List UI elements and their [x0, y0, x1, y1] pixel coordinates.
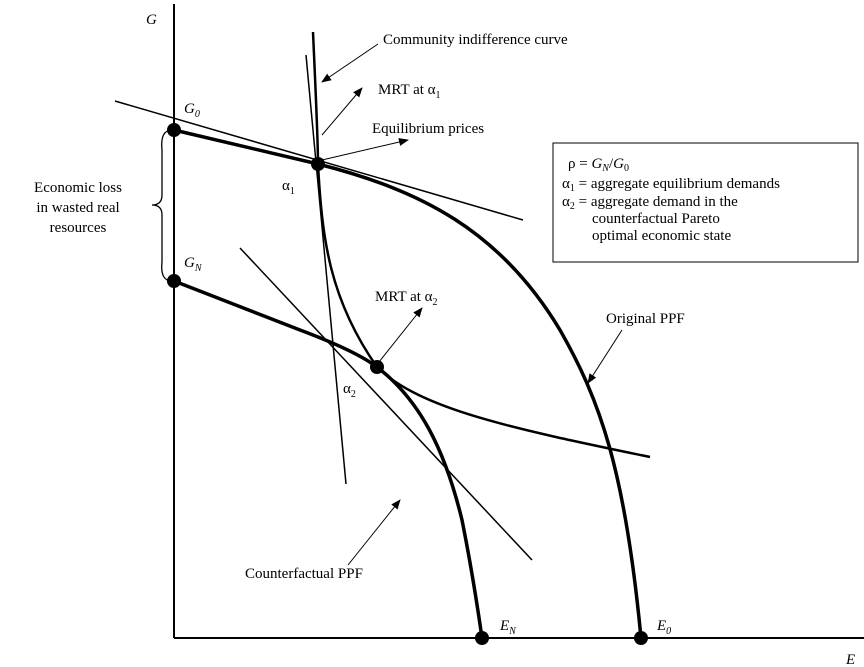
arrow — [378, 307, 423, 363]
point — [370, 360, 384, 374]
arrows — [321, 43, 623, 566]
point — [311, 157, 325, 171]
arrow — [587, 329, 623, 384]
legend-entry: α2 = aggregate demand in the — [562, 194, 738, 212]
arrow — [347, 499, 401, 566]
indifference-curve — [311, 31, 651, 459]
legend-entry: ρ = GN/G0 — [568, 156, 629, 174]
annotation: Community indifference curve — [383, 32, 568, 48]
annotation: Economic loss — [34, 180, 122, 196]
annotation: Counterfactual PPF — [245, 566, 363, 582]
points — [167, 123, 648, 645]
legend-entry: optimal economic state — [592, 228, 731, 244]
legend: ρ = GN/G0 α1 = aggregate equilibrium dem… — [562, 156, 780, 244]
point-label: EN — [499, 618, 517, 637]
legend-entry: α1 = aggregate equilibrium demands — [562, 176, 780, 194]
y-axis-label: G — [146, 12, 157, 28]
annotation: resources — [50, 220, 107, 236]
original-ppf — [173, 128, 643, 639]
point-label: G0 — [184, 101, 200, 120]
annotation: in wasted real — [36, 200, 119, 216]
legend-box — [552, 142, 859, 263]
point-label: α1 — [282, 178, 295, 197]
mrt-line-1 — [305, 54, 347, 485]
point — [167, 274, 181, 288]
annotation: MRT at α2 — [375, 289, 438, 308]
annotation: MRT at α1 — [378, 82, 441, 101]
point-label: E0 — [656, 618, 671, 637]
counterfactual-ppf — [173, 279, 484, 639]
point — [167, 123, 181, 137]
x-axis-label: E — [845, 652, 855, 667]
brace — [151, 129, 173, 282]
arrow — [321, 138, 409, 161]
annotation: Original PPF — [606, 311, 685, 327]
legend-entry: counterfactual Pareto — [592, 211, 720, 227]
point — [634, 631, 648, 645]
point-label: GN — [184, 255, 203, 274]
point-label: α2 — [343, 381, 356, 400]
arrow — [321, 87, 363, 136]
axes — [173, 4, 864, 639]
arrow — [321, 43, 379, 83]
price-line-2 — [239, 247, 533, 561]
annotation: Equilibrium prices — [372, 121, 484, 137]
point — [475, 631, 489, 645]
